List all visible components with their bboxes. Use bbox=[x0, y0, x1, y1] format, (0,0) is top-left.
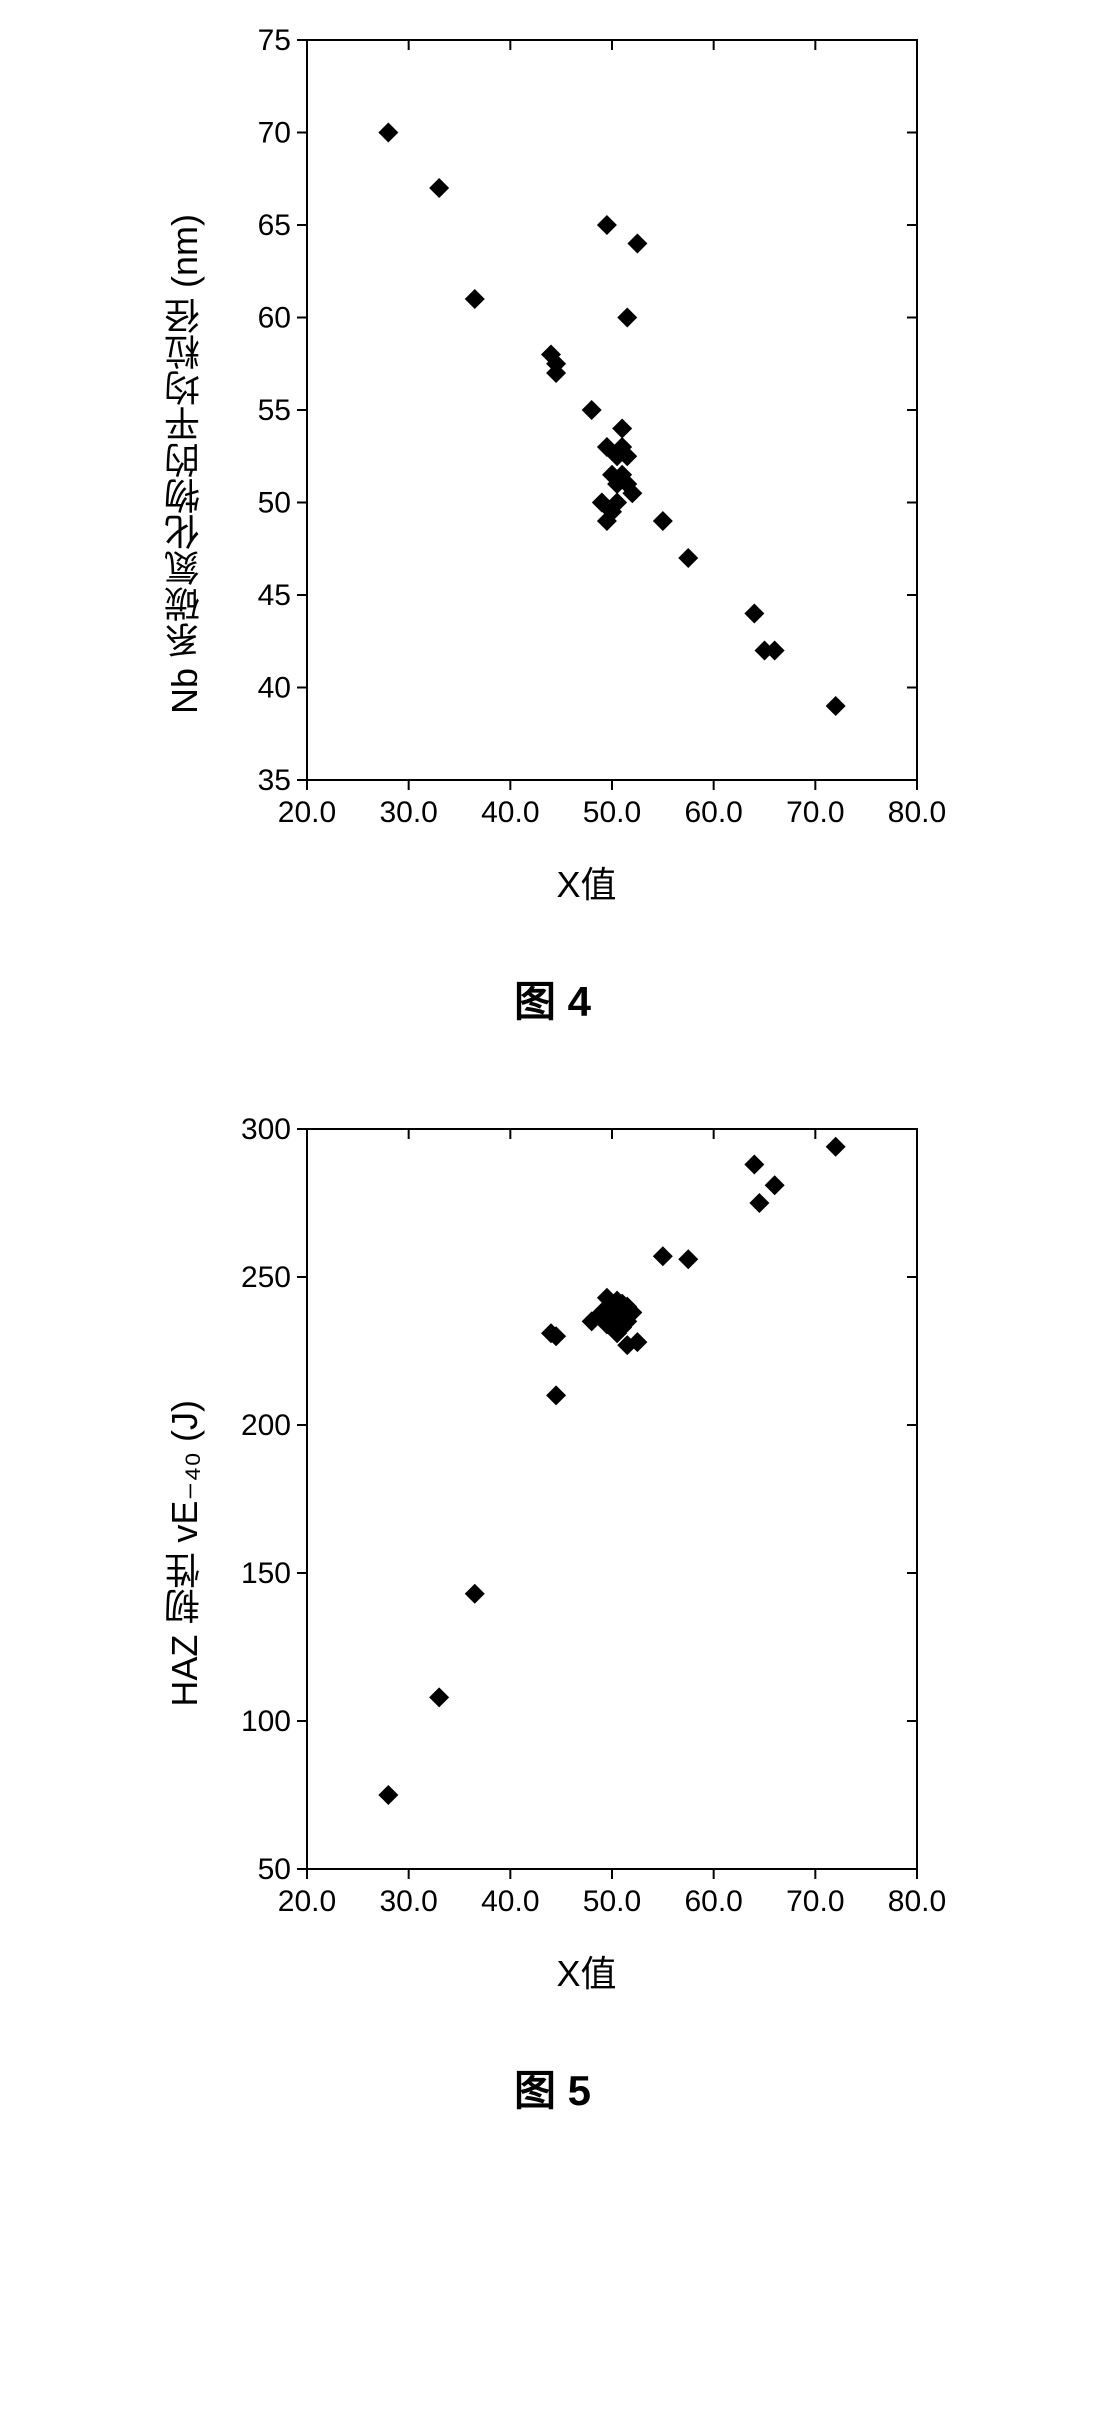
x-tick-label: 80.0 bbox=[887, 1885, 945, 1918]
data-point bbox=[546, 1385, 566, 1405]
plot-frame bbox=[307, 40, 917, 780]
x-tick-label: 50.0 bbox=[582, 796, 640, 829]
x-tick-label: 40.0 bbox=[481, 796, 539, 829]
scatter-chart: 20.0 30.0 40.0 50.0 60.0 70.0 80.0 35 40 45 50 55 60… bbox=[227, 20, 947, 840]
y-tick-label: 40 bbox=[257, 672, 290, 705]
x-tick-label: 80.0 bbox=[887, 796, 945, 829]
data-point bbox=[581, 400, 601, 420]
data-point bbox=[627, 234, 647, 254]
data-point bbox=[612, 419, 632, 439]
scatter-chart: 20.0 30.0 40.0 50.0 60.0 70.0 80.0 50 100 150 200 2… bbox=[227, 1109, 947, 1929]
y-tick-label: 75 bbox=[257, 24, 290, 57]
data-point bbox=[678, 1249, 698, 1269]
x-tick-label: 30.0 bbox=[379, 796, 437, 829]
chart-wrap: Nb 系碳氮化物的平均粒径 (nm) 20.0 30.0 40.0 50.0 60.0 70… bbox=[159, 20, 947, 908]
x-tick-label: 70.0 bbox=[786, 1885, 844, 1918]
x-tick-label: 20.0 bbox=[277, 1885, 335, 1918]
data-point bbox=[744, 604, 764, 624]
y-tick-label: 45 bbox=[257, 579, 290, 612]
data-point bbox=[744, 1155, 764, 1175]
chart-column: 20.0 30.0 40.0 50.0 60.0 70.0 80.0 35 40 45 50 55 60… bbox=[227, 20, 947, 908]
x-tick-label: 60.0 bbox=[684, 1885, 742, 1918]
y-tick-label: 50 bbox=[257, 1853, 290, 1886]
data-point bbox=[429, 1687, 449, 1707]
data-point bbox=[464, 289, 484, 309]
y-axis-label: HAZ 韧性 vE₋₄₀ (J) bbox=[159, 1400, 211, 1707]
data-point bbox=[652, 511, 672, 531]
y-tick-label: 200 bbox=[240, 1409, 290, 1442]
y-tick-label: 35 bbox=[257, 764, 290, 797]
y-tick-label: 300 bbox=[240, 1113, 290, 1146]
plot-frame bbox=[307, 1129, 917, 1869]
x-tick-label: 40.0 bbox=[481, 1885, 539, 1918]
data-point bbox=[429, 178, 449, 198]
data-point bbox=[764, 1175, 784, 1195]
figure-block: HAZ 韧性 vE₋₄₀ (J) 20.0 30.0 40.0 50.0 60.0 70.0… bbox=[20, 1109, 1085, 2118]
x-tick-label: 50.0 bbox=[582, 1885, 640, 1918]
chart-wrap: HAZ 韧性 vE₋₄₀ (J) 20.0 30.0 40.0 50.0 60.0 70.0… bbox=[159, 1109, 947, 1997]
x-tick-label: 20.0 bbox=[277, 796, 335, 829]
figure-block: Nb 系碳氮化物的平均粒径 (nm) 20.0 30.0 40.0 50.0 60.0 70… bbox=[20, 20, 1085, 1029]
y-tick-label: 250 bbox=[240, 1261, 290, 1294]
data-point bbox=[596, 215, 616, 235]
data-point bbox=[825, 1137, 845, 1157]
data-point bbox=[378, 123, 398, 143]
y-tick-label: 70 bbox=[257, 117, 290, 150]
data-point bbox=[652, 1246, 672, 1266]
y-tick-label: 100 bbox=[240, 1705, 290, 1738]
figure-caption: 图 5 bbox=[514, 2057, 591, 2118]
y-tick-label: 150 bbox=[240, 1557, 290, 1590]
data-point bbox=[764, 641, 784, 661]
data-point bbox=[678, 548, 698, 568]
x-axis-label: X值 bbox=[556, 856, 616, 908]
y-tick-label: 55 bbox=[257, 394, 290, 427]
data-point bbox=[378, 1785, 398, 1805]
y-axis-label: Nb 系碳氮化物的平均粒径 (nm) bbox=[159, 214, 211, 714]
data-point bbox=[617, 308, 637, 328]
data-point bbox=[825, 696, 845, 716]
y-tick-label: 60 bbox=[257, 302, 290, 335]
x-tick-label: 60.0 bbox=[684, 796, 742, 829]
chart-column: 20.0 30.0 40.0 50.0 60.0 70.0 80.0 50 100 150 200 2… bbox=[227, 1109, 947, 1997]
data-point bbox=[464, 1584, 484, 1604]
x-tick-label: 30.0 bbox=[379, 1885, 437, 1918]
figure-caption: 图 4 bbox=[514, 968, 591, 1029]
y-tick-label: 50 bbox=[257, 487, 290, 520]
y-tick-label: 65 bbox=[257, 209, 290, 242]
x-axis-label: X值 bbox=[556, 1945, 616, 1997]
data-point bbox=[749, 1193, 769, 1213]
x-tick-label: 70.0 bbox=[786, 796, 844, 829]
